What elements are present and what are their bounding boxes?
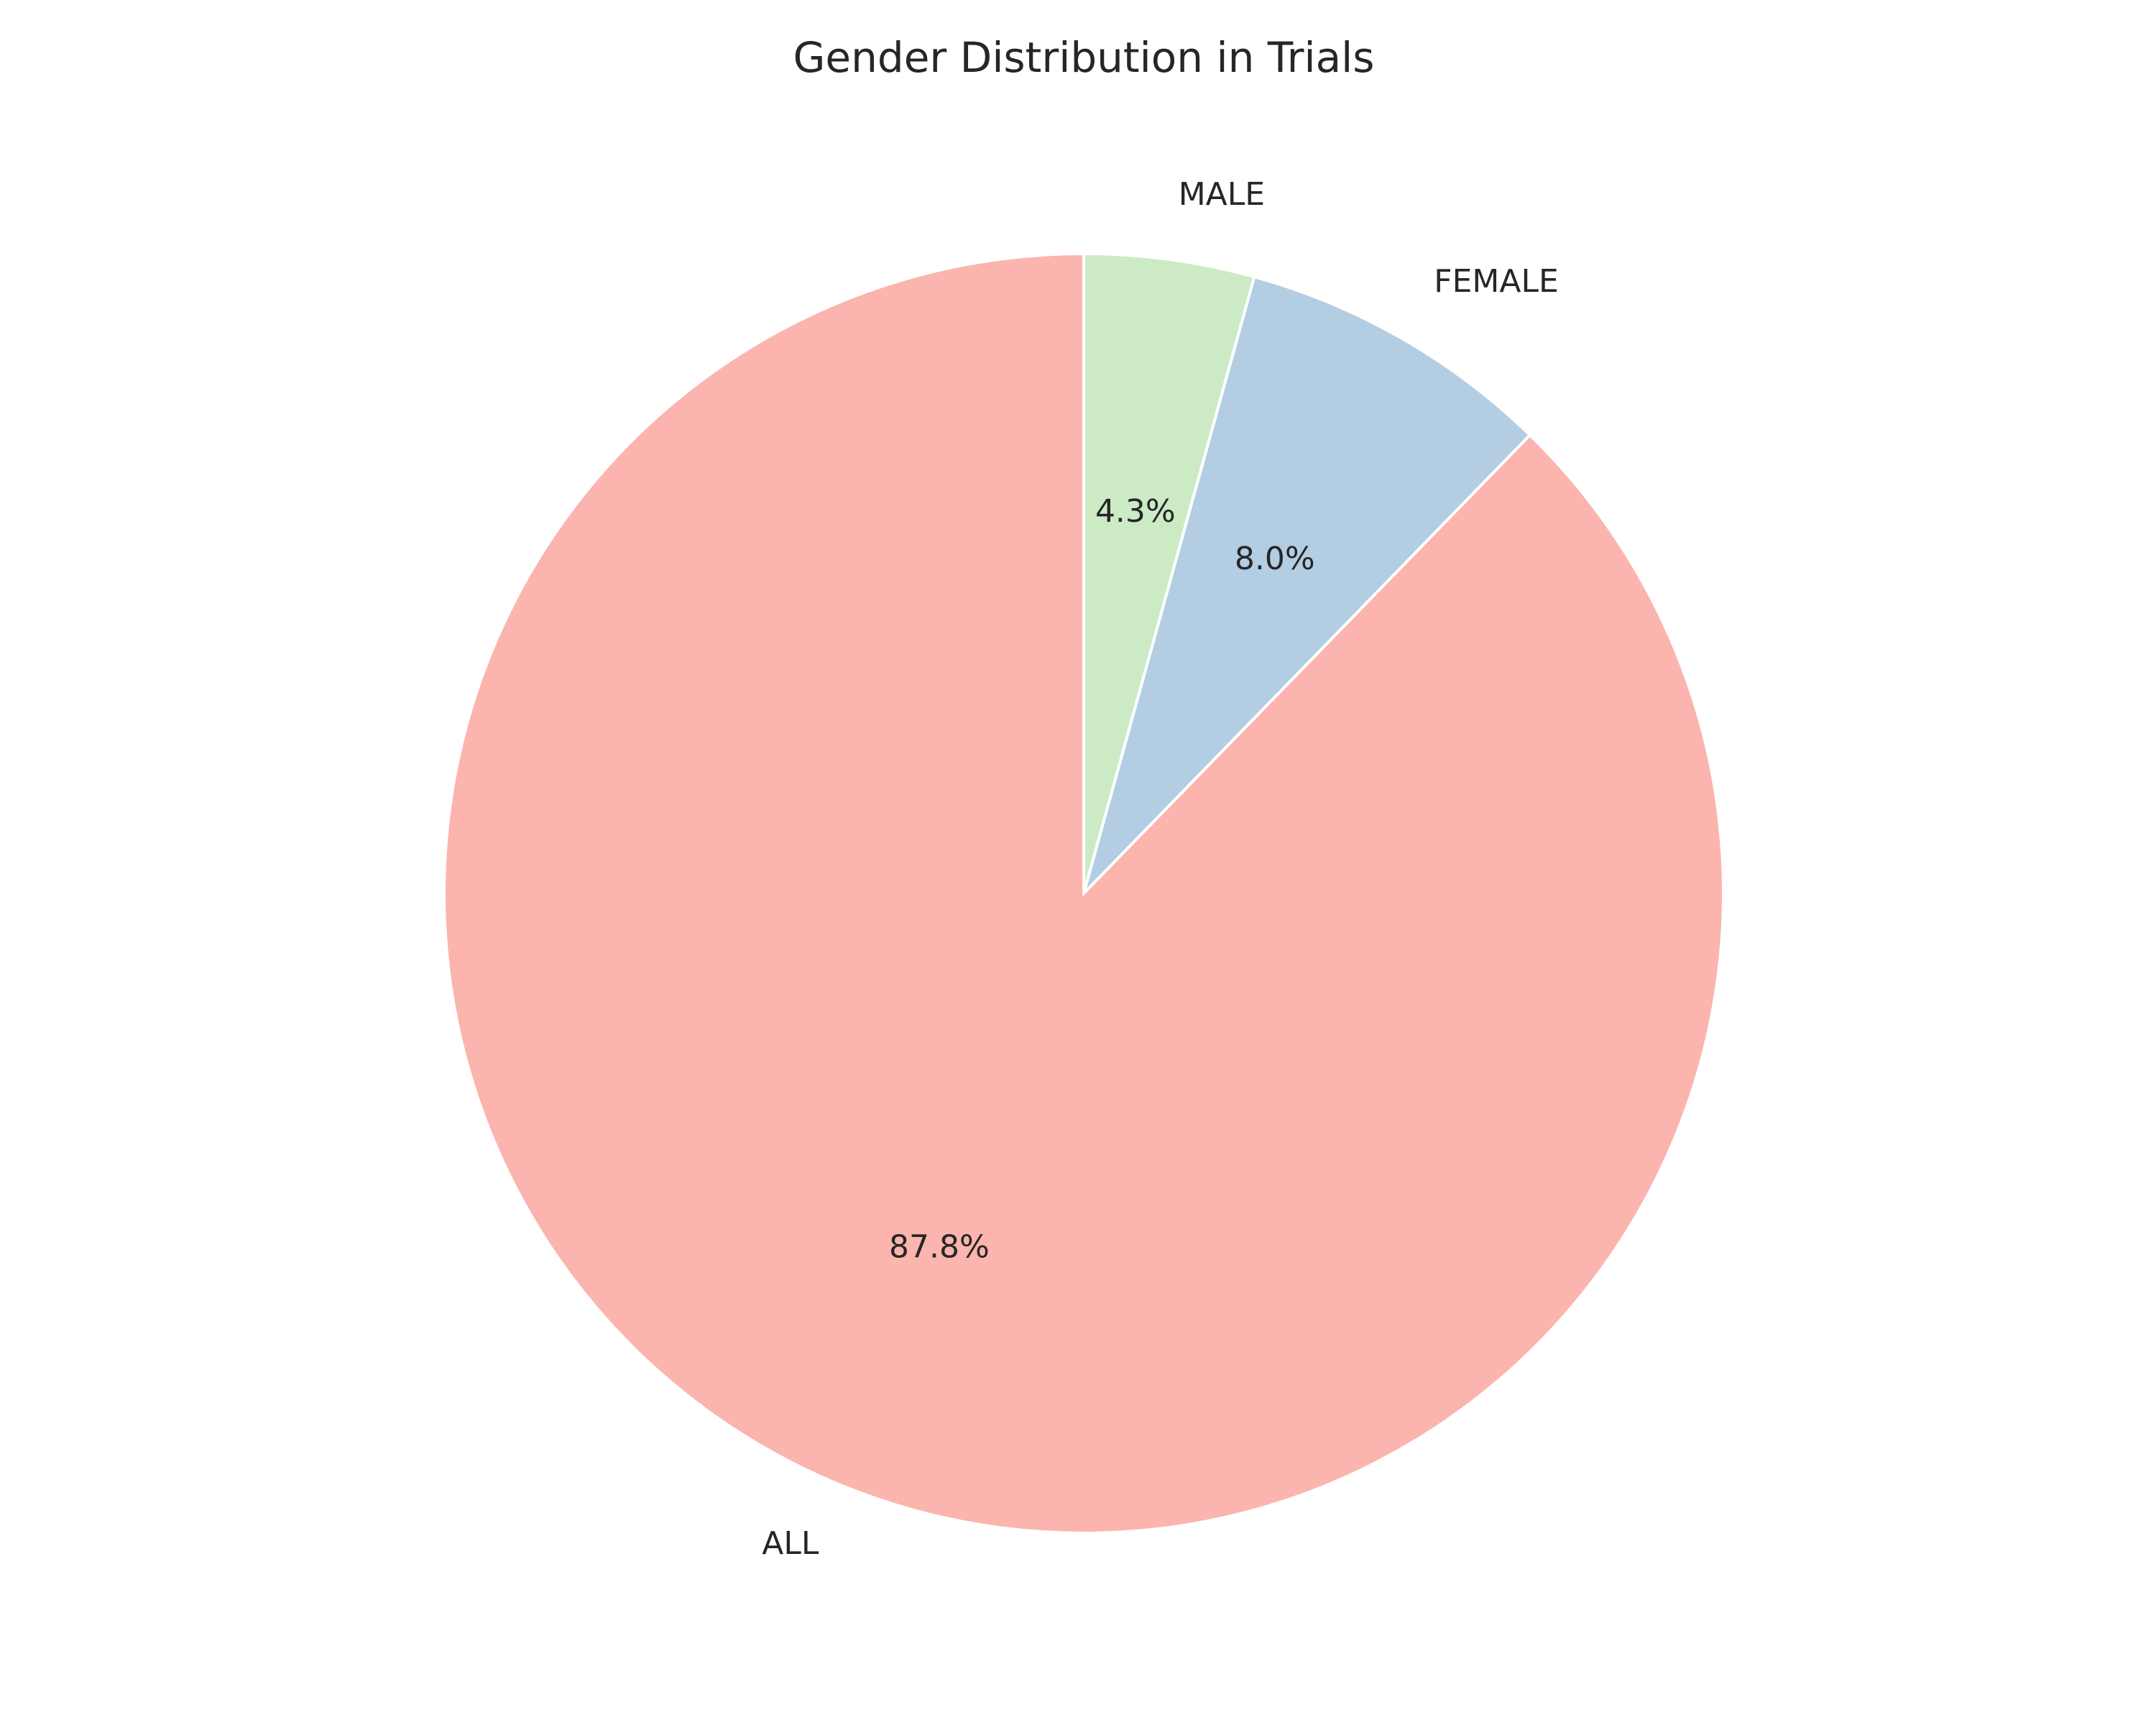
slice-label-male: MALE (1179, 176, 1265, 213)
pie-labels: MALE 4.3% FEMALE 8.0% ALL 87.8% (762, 176, 1559, 1562)
slice-label-female: FEMALE (1434, 263, 1558, 300)
chart-title: Gender Distribution in Trials (793, 33, 1374, 82)
slice-percent-all: 87.8% (889, 1229, 990, 1266)
pie-slice-female (1082, 275, 1532, 895)
slice-percent-male: 4.3% (1095, 493, 1176, 530)
pie-slice-male (1082, 252, 1256, 894)
slice-percent-female: 8.0% (1235, 540, 1315, 577)
pie-slices (443, 252, 1725, 1535)
slice-label-all: ALL (762, 1525, 819, 1562)
pie-slice-all (443, 252, 1725, 1535)
